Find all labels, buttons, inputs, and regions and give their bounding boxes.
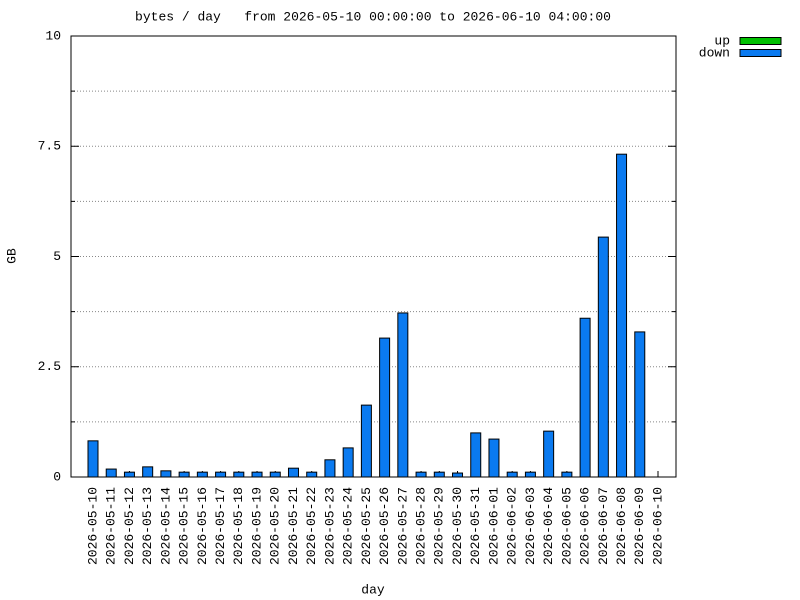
x-tick-label: 2026-06-10: [650, 487, 665, 565]
x-tick-label: 2026-05-19: [249, 487, 264, 565]
x-tick-label: 2026-05-16: [195, 487, 210, 565]
y-tick-label: 7.5: [38, 139, 61, 154]
bar: [142, 466, 154, 478]
bar: [452, 472, 464, 478]
x-tick-label: 2026-05-18: [231, 487, 246, 565]
x-tick-label: 2026-06-09: [632, 487, 647, 565]
bar: [123, 471, 135, 478]
x-tick-label: 2026-06-06: [578, 487, 593, 565]
bar: [415, 471, 427, 478]
bar: [269, 471, 281, 478]
bar: [251, 471, 263, 478]
bar: [597, 236, 609, 478]
bar: [196, 471, 208, 478]
bar: [160, 470, 172, 478]
bar: [488, 438, 500, 478]
x-tick-label: 2026-06-04: [541, 487, 556, 565]
x-tick-label: 2026-06-08: [614, 487, 629, 565]
x-tick-label: 2026-05-13: [140, 487, 155, 565]
x-tick-label: 2026-05-14: [158, 487, 173, 565]
x-tick-label: 2026-05-30: [450, 487, 465, 565]
x-tick-label: 2026-05-24: [341, 487, 356, 565]
bar: [105, 468, 117, 478]
x-tick-label: 2026-05-15: [177, 487, 192, 565]
legend-swatch: [739, 49, 782, 57]
x-tick-label: 2026-05-10: [85, 487, 100, 565]
bar: [87, 440, 99, 478]
bar: [397, 312, 409, 478]
legend-label: up: [714, 33, 730, 48]
bar: [379, 337, 391, 478]
x-tick-label: 2026-06-03: [523, 487, 538, 565]
bar: [579, 317, 591, 478]
x-tick-label: 2026-06-05: [559, 487, 574, 565]
bar: [634, 331, 646, 478]
bar: [215, 471, 227, 478]
bar: [178, 471, 190, 478]
x-tick-label: 2026-06-01: [486, 487, 501, 565]
legend-swatch: [739, 37, 782, 45]
bar: [506, 471, 518, 478]
y-axis-label: GB: [4, 248, 19, 264]
bar: [543, 430, 555, 478]
x-tick-label: 2026-06-07: [596, 487, 611, 565]
x-tick-label: 2026-05-31: [468, 487, 483, 565]
bar: [360, 404, 372, 478]
x-tick-label: 2026-05-23: [322, 487, 337, 565]
legend-label: down: [699, 45, 730, 60]
bar: [287, 467, 299, 478]
x-tick-label: 2026-05-28: [414, 487, 429, 565]
x-tick-label: 2026-05-22: [304, 487, 319, 565]
x-tick-label: 2026-05-21: [286, 487, 301, 565]
plot-frame: [70, 35, 677, 478]
x-tick-label: 2026-05-11: [104, 487, 119, 565]
bar: [233, 471, 245, 478]
x-axis-label: day: [361, 582, 385, 597]
y-tick-label: 10: [45, 28, 61, 43]
y-tick-label: 2.5: [38, 359, 61, 374]
x-tick-label: 2026-05-12: [122, 487, 137, 565]
bar: [433, 471, 445, 478]
bar: [616, 153, 628, 478]
bar: [524, 471, 536, 478]
x-tick-label: 2026-05-26: [377, 487, 392, 565]
x-tick-label: 2026-05-27: [395, 487, 410, 565]
bar: [470, 432, 482, 478]
chart-title: bytes / day from 2026-05-10 00:00:00 to …: [135, 9, 611, 24]
x-tick-label: 2026-06-02: [505, 487, 520, 565]
x-tick-label: 2026-05-25: [359, 487, 374, 565]
x-tick-label: 2026-05-17: [213, 487, 228, 565]
y-tick-label: 0: [53, 469, 61, 484]
bar: [342, 447, 354, 478]
x-tick-label: 2026-05-29: [432, 487, 447, 565]
y-tick-label: 5: [53, 249, 61, 264]
bar: [324, 459, 336, 478]
bar: [561, 471, 573, 478]
x-tick-label: 2026-05-20: [268, 487, 283, 565]
bar: [306, 471, 318, 478]
